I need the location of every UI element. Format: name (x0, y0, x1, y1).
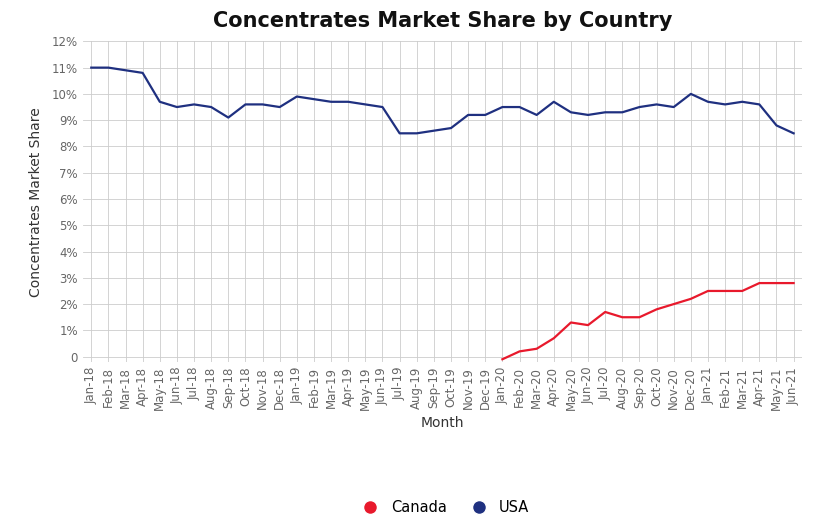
USA (223, 114, 233, 120)
USA (206, 104, 216, 110)
Canada (703, 288, 713, 294)
USA (292, 94, 302, 100)
Canada (514, 348, 524, 355)
USA (377, 104, 387, 110)
Canada (669, 301, 679, 307)
X-axis label: Month: Month (421, 416, 464, 430)
USA (617, 109, 627, 115)
Line: USA: USA (91, 68, 794, 133)
USA (686, 91, 696, 97)
USA (652, 101, 662, 108)
USA (772, 123, 782, 129)
Canada (772, 280, 782, 286)
USA (155, 99, 165, 105)
USA (172, 104, 182, 110)
Canada (720, 288, 730, 294)
Canada (566, 320, 576, 326)
USA (497, 104, 507, 110)
USA (703, 99, 713, 105)
USA (189, 101, 199, 108)
USA (309, 96, 319, 102)
USA (463, 112, 473, 118)
USA (669, 104, 679, 110)
USA (257, 101, 267, 108)
Canada (583, 322, 593, 328)
USA (412, 130, 422, 136)
USA (446, 125, 456, 131)
USA (566, 109, 576, 115)
Canada (737, 288, 747, 294)
USA (361, 101, 370, 108)
USA (549, 99, 559, 105)
USA (275, 104, 284, 110)
USA (121, 67, 131, 73)
Title: Concentrates Market Share by Country: Concentrates Market Share by Country (213, 11, 672, 32)
USA (429, 128, 439, 134)
USA (514, 104, 524, 110)
Canada (754, 280, 764, 286)
USA (532, 112, 542, 118)
USA (394, 130, 404, 136)
USA (634, 104, 644, 110)
USA (241, 101, 251, 108)
USA (480, 112, 490, 118)
USA (326, 99, 336, 105)
Canada (686, 296, 696, 302)
USA (86, 65, 96, 71)
USA (583, 112, 593, 118)
USA (720, 101, 730, 108)
Canada (789, 280, 799, 286)
USA (600, 109, 610, 115)
Canada (634, 314, 644, 321)
Canada (497, 356, 507, 362)
Y-axis label: Concentrates Market Share: Concentrates Market Share (30, 107, 43, 297)
USA (737, 99, 747, 105)
USA (343, 99, 353, 105)
Legend: Canada, USA: Canada, USA (350, 495, 535, 517)
Canada (652, 306, 662, 312)
Canada (532, 346, 542, 352)
Line: Canada: Canada (502, 283, 794, 359)
Canada (600, 309, 610, 315)
USA (754, 101, 764, 108)
USA (789, 130, 799, 136)
Canada (617, 314, 627, 321)
USA (103, 65, 113, 71)
USA (137, 70, 147, 76)
Canada (549, 335, 559, 341)
